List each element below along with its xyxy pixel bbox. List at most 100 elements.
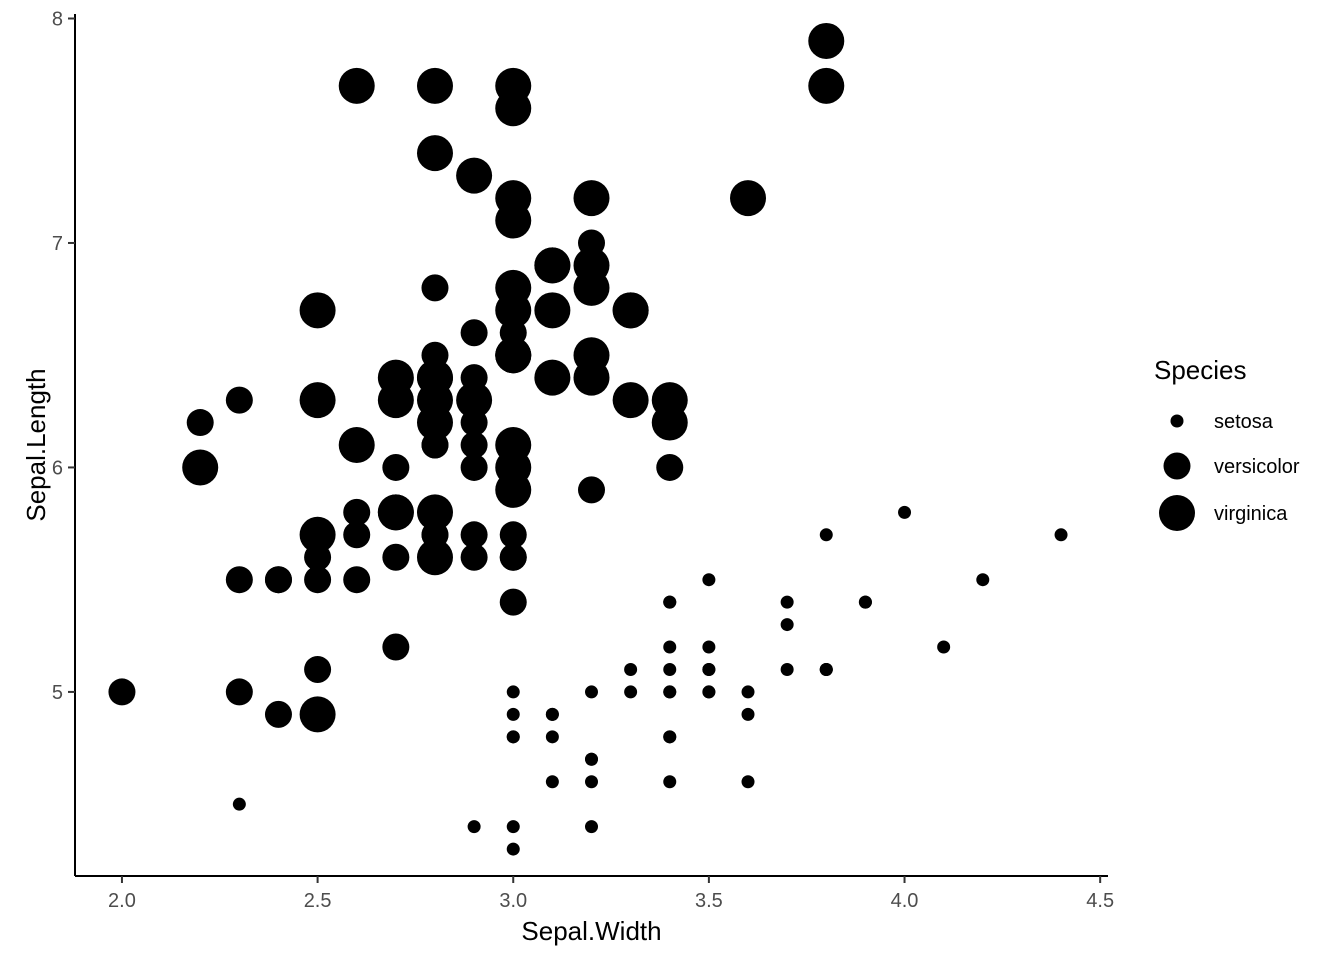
data-point-setosa: [663, 640, 677, 654]
data-point-virginica: [495, 337, 532, 374]
data-point-versicolor: [264, 566, 292, 594]
y-tick-label: 5: [52, 682, 63, 704]
data-point-setosa: [663, 595, 677, 609]
data-point-versicolor: [499, 588, 527, 616]
data-point-setosa: [702, 573, 716, 587]
points-layer: [108, 22, 1068, 856]
data-point-setosa: [585, 752, 598, 766]
data-point-versicolor: [460, 319, 488, 347]
data-point-virginica: [416, 382, 453, 419]
data-point-virginica: [534, 359, 571, 396]
data-point-virginica: [534, 247, 571, 284]
data-point-setosa: [506, 842, 520, 856]
data-point-setosa: [741, 707, 755, 721]
data-point-setosa: [702, 640, 716, 654]
data-point-versicolor: [108, 678, 136, 706]
data-point-virginica: [416, 135, 453, 172]
data-point-versicolor: [264, 700, 292, 728]
y-axis-ticks: 5 6 7 8: [52, 8, 75, 704]
data-point-setosa: [545, 775, 559, 789]
data-point-versicolor: [382, 633, 410, 661]
data-point-setosa: [663, 730, 677, 744]
data-point-setosa: [937, 640, 951, 654]
data-point-setosa: [976, 573, 990, 587]
data-point-versicolor: [304, 566, 332, 594]
data-point-virginica: [456, 382, 493, 419]
data-point-versicolor: [460, 521, 488, 549]
data-point-setosa: [702, 662, 716, 676]
data-point-virginica: [495, 67, 532, 104]
data-point-versicolor: [578, 476, 605, 504]
data-point-versicolor: [186, 409, 214, 437]
legend-entries: setosa versicolor virginica: [1159, 411, 1300, 531]
data-point-setosa: [702, 685, 716, 699]
data-point-versicolor: [460, 431, 488, 459]
x-tick-label: 2.5: [304, 890, 332, 912]
data-point-setosa: [624, 662, 638, 676]
data-point-virginica: [338, 67, 375, 104]
data-point-versicolor: [225, 566, 253, 594]
data-point-setosa: [506, 730, 520, 744]
data-point-versicolor: [343, 566, 371, 594]
data-point-virginica: [495, 180, 532, 217]
data-point-setosa: [780, 618, 794, 632]
data-point-setosa: [506, 820, 520, 834]
legend-key-setosa: [1170, 414, 1184, 428]
data-point-setosa: [585, 685, 598, 699]
legend-label-setosa: setosa: [1214, 411, 1274, 433]
x-tick-label: 4.5: [1086, 890, 1114, 912]
data-point-versicolor: [304, 655, 332, 683]
data-point-setosa: [780, 662, 794, 676]
data-point-virginica: [299, 292, 336, 329]
data-point-setosa: [819, 528, 833, 542]
data-point-setosa: [545, 707, 559, 721]
data-point-setosa: [506, 685, 520, 699]
data-point-versicolor: [382, 453, 410, 481]
legend-label-virginica: virginica: [1214, 503, 1288, 525]
legend: Species setosa versicolor virginica: [1154, 355, 1300, 531]
y-tick-label: 7: [52, 233, 63, 255]
x-axis-title: Sepal.Width: [521, 916, 661, 946]
data-point-virginica: [416, 494, 453, 531]
data-point-setosa: [545, 730, 559, 744]
data-point-virginica: [730, 180, 767, 217]
data-point-setosa: [663, 662, 677, 676]
data-point-versicolor: [499, 543, 527, 571]
legend-key-virginica: [1159, 495, 1195, 531]
data-point-virginica: [299, 696, 336, 733]
legend-label-versicolor: versicolor: [1214, 456, 1300, 478]
data-point-setosa: [506, 707, 520, 721]
x-axis-ticks: 2.0 2.5 3.0 3.5 4.0 4.5: [108, 876, 1114, 912]
data-point-versicolor: [656, 453, 684, 481]
data-point-versicolor: [343, 498, 371, 526]
data-point-setosa: [232, 797, 246, 811]
data-point-setosa: [663, 685, 677, 699]
y-axis-title: Sepal.Length: [21, 368, 51, 521]
data-point-versicolor: [499, 521, 527, 549]
y-tick-label: 6: [52, 457, 63, 479]
data-point-versicolor: [421, 274, 449, 302]
data-point-virginica: [573, 180, 610, 217]
data-point-virginica: [612, 382, 649, 419]
legend-title: Species: [1154, 355, 1247, 385]
data-point-virginica: [534, 292, 571, 329]
data-point-virginica: [416, 67, 453, 104]
data-point-virginica: [495, 292, 532, 329]
x-tick-label: 2.0: [108, 890, 136, 912]
data-point-virginica: [377, 494, 414, 531]
data-point-virginica: [299, 382, 336, 419]
x-tick-label: 3.0: [499, 890, 527, 912]
data-point-setosa: [741, 685, 755, 699]
data-point-setosa: [819, 662, 833, 676]
data-point-virginica: [456, 157, 493, 194]
data-point-virginica: [651, 404, 688, 441]
data-point-setosa: [585, 820, 598, 834]
data-point-versicolor: [460, 543, 488, 571]
data-point-virginica: [377, 382, 414, 419]
data-point-versicolor: [382, 543, 410, 571]
data-point-virginica: [299, 516, 336, 553]
data-point-virginica: [573, 359, 610, 396]
y-tick-label: 8: [52, 8, 63, 30]
